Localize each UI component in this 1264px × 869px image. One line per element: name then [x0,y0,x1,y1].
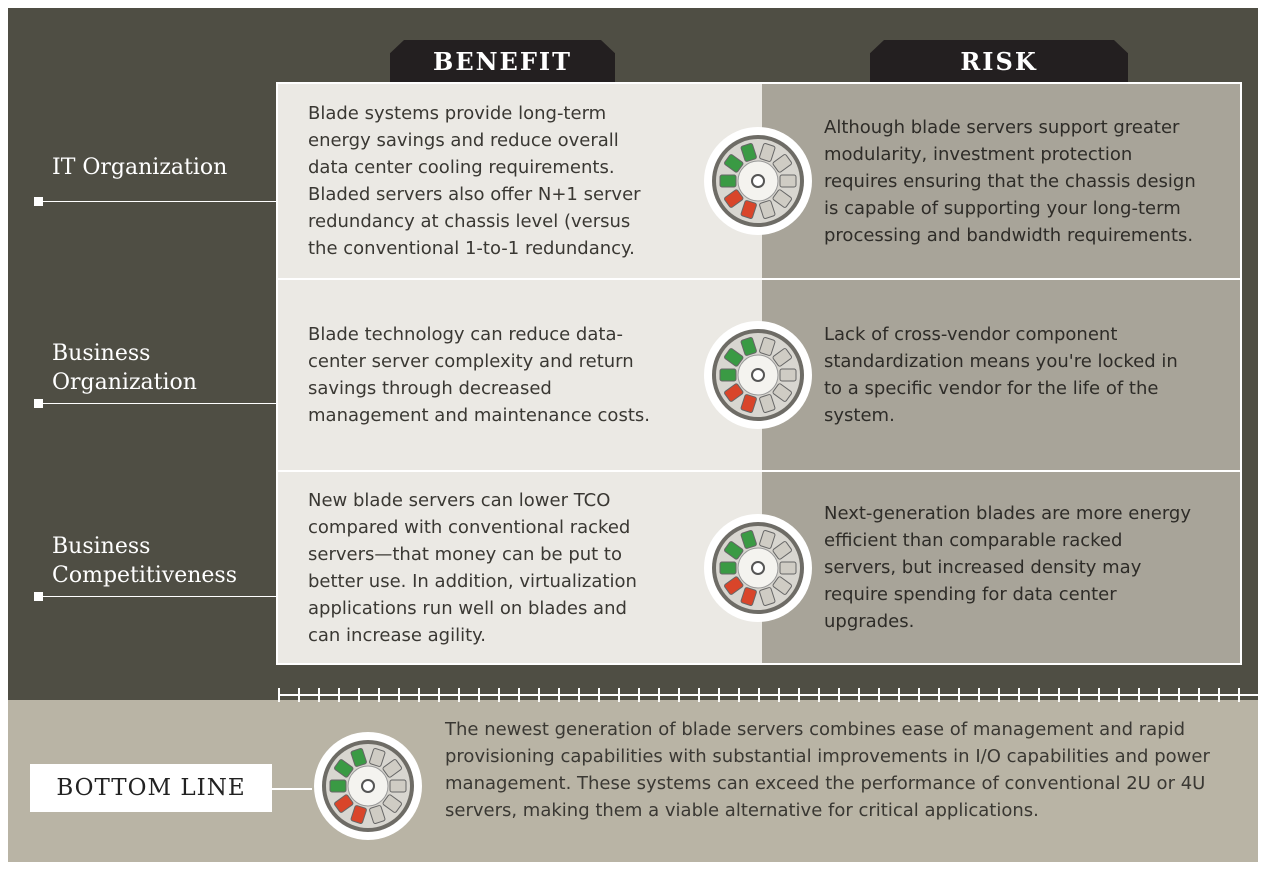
bottom-line-label: BOTTOM LINE [30,764,272,812]
label-marker [34,399,43,408]
risk-text: Next-generation blades are more energy e… [762,472,1240,663]
label-marker [34,197,43,206]
benefit-header: BENEFIT [390,40,615,84]
label-line [40,403,278,404]
benefit-text: New blade servers can lower TCO compared… [278,472,762,663]
ruler-ticks [278,688,1258,702]
risk-header: RISK [870,40,1128,84]
row-label: Business Organization [52,341,197,395]
benefit-text: Blade systems provide long-term energy s… [278,84,762,278]
dial-icon [704,513,812,622]
dial-icon [704,127,812,235]
risk-text: Lack of cross-vendor component standardi… [762,280,1240,470]
label-line [40,201,278,202]
benefit-text: Blade technology can reduce data-center … [278,280,762,470]
row-label: Business Competitiveness [52,533,238,588]
label-line [40,595,278,597]
bottom-line-text: The newest generation of blade servers c… [445,719,1210,821]
risk-text: Although blade servers support greater m… [762,84,1240,278]
dial-icon [314,732,422,840]
row-separator [278,278,1240,280]
row-separator [278,470,1240,472]
label-marker [34,591,43,601]
dial-icon [704,321,812,429]
connector [272,788,312,790]
row-label: IT Organization [52,155,228,180]
